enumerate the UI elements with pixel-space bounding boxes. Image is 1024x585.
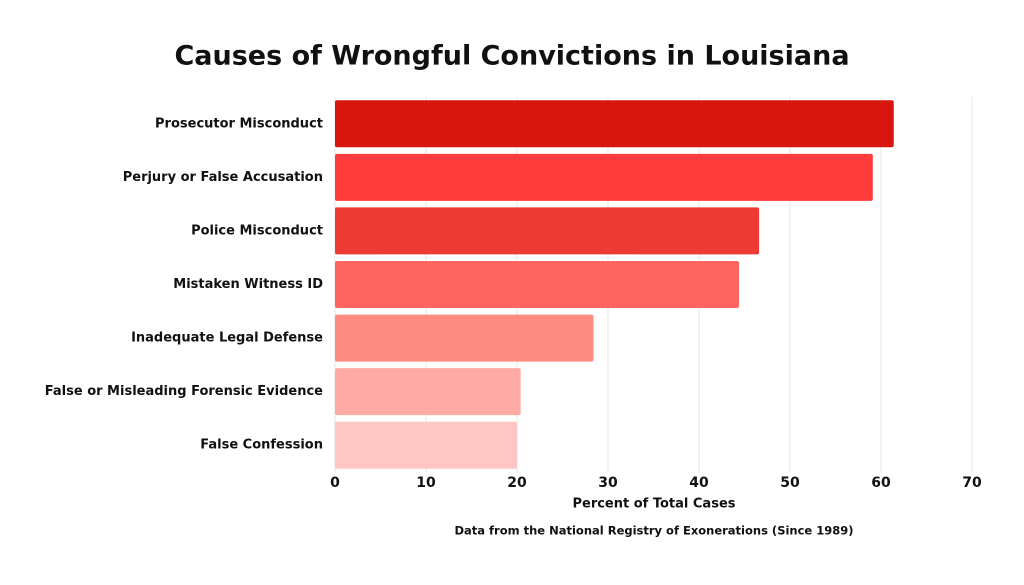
bar bbox=[335, 207, 760, 255]
x-tick-label: 20 bbox=[507, 475, 527, 491]
bar bbox=[335, 368, 521, 416]
x-tick-label: 30 bbox=[598, 475, 618, 491]
x-tick-label: 0 bbox=[330, 475, 340, 491]
x-tick-label: 70 bbox=[962, 475, 982, 491]
y-tick-label: False or Misleading Forensic Evidence bbox=[45, 384, 323, 399]
chart-title: Causes of Wrongful Convictions in Louisi… bbox=[174, 41, 849, 72]
y-tick-label: Perjury or False Accusation bbox=[123, 170, 323, 185]
y-tick-label: Mistaken Witness ID bbox=[173, 277, 323, 292]
x-tick-label: 40 bbox=[689, 475, 709, 491]
x-tick-label: 10 bbox=[416, 475, 436, 491]
x-axis-label: Percent of Total Cases bbox=[572, 497, 735, 512]
y-tick-label: Prosecutor Misconduct bbox=[155, 116, 323, 131]
bar bbox=[335, 421, 517, 469]
bar bbox=[335, 314, 594, 362]
y-tick-label: False Confession bbox=[200, 438, 323, 453]
bar bbox=[335, 153, 873, 201]
footnote: Data from the National Registry of Exone… bbox=[454, 524, 853, 538]
bar bbox=[335, 261, 740, 308]
x-tick-label: 60 bbox=[871, 475, 891, 491]
bar bbox=[335, 100, 894, 148]
y-tick-label: Inadequate Legal Defense bbox=[131, 331, 323, 346]
y-tick-label: Police Misconduct bbox=[191, 223, 323, 238]
x-tick-label: 50 bbox=[780, 475, 800, 491]
